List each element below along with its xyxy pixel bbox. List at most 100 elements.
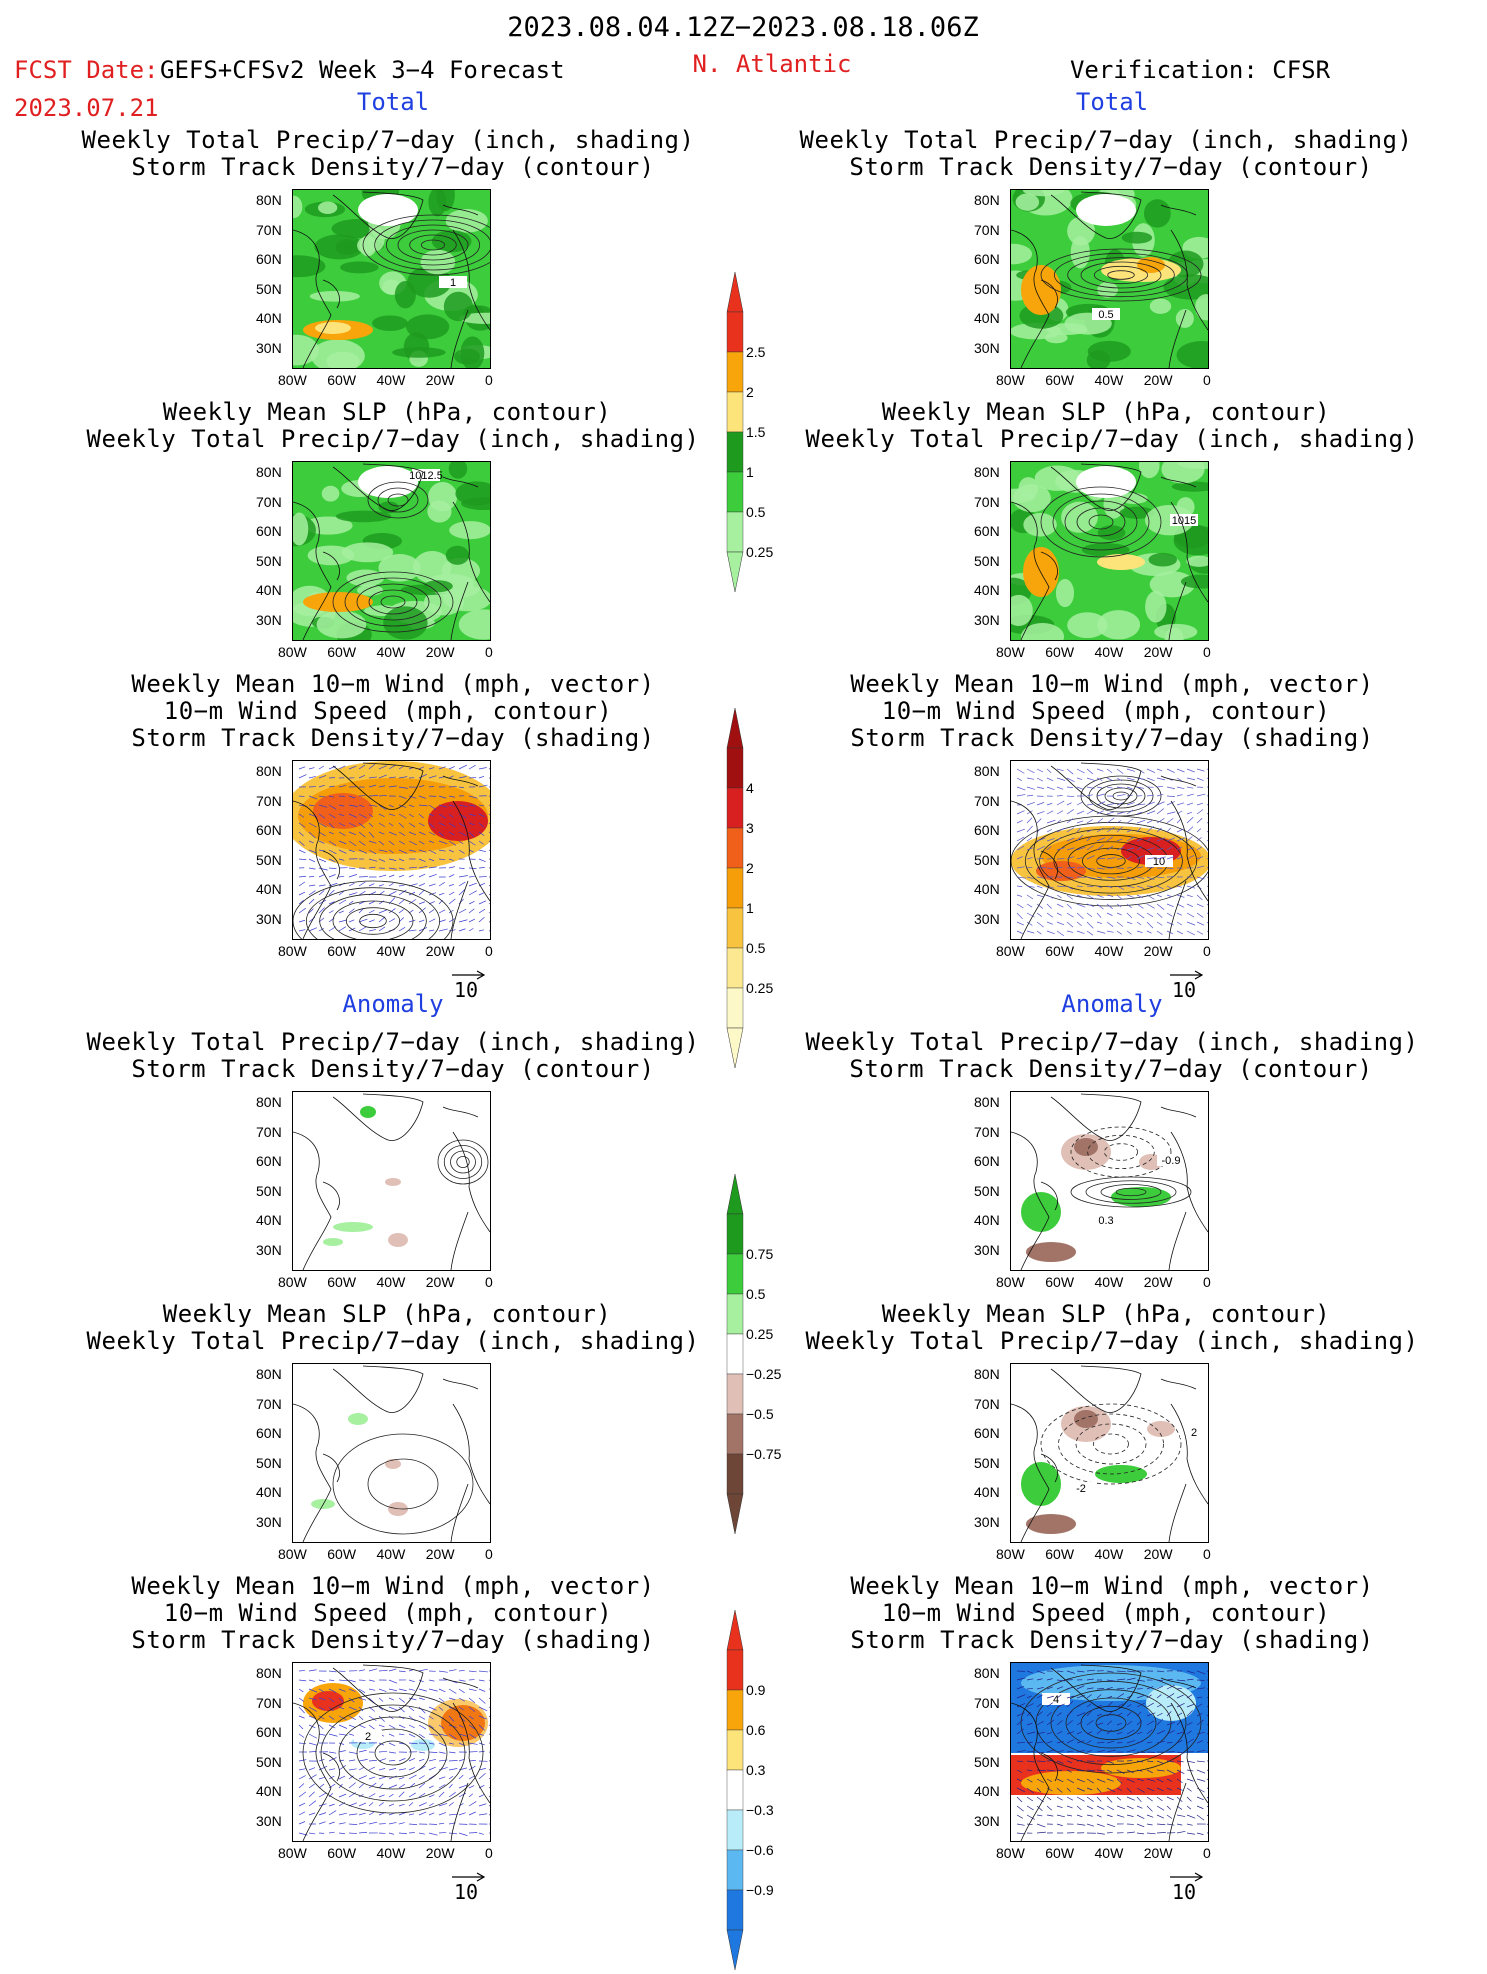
lat-tick-label: 80N: [974, 764, 1000, 778]
map-panel-verification-total-precip-storm-track: 0.5: [1010, 189, 1209, 369]
colorbar-swatch: [727, 1770, 743, 1810]
lat-tick-label: 30N: [974, 1814, 1000, 1828]
lat-tick-label: 60N: [256, 524, 282, 538]
lon-tick-label: 60W: [1045, 1547, 1074, 1561]
contour-label: 1012.5: [409, 470, 443, 482]
lat-tick-label: 70N: [974, 223, 1000, 237]
lon-tick-label: 20W: [1144, 373, 1173, 387]
map-panel-verification-total-wind-track: 10: [1010, 760, 1209, 940]
map-panel-verification-anomaly-wind-track: 4: [1010, 1662, 1209, 1842]
colorbar-swatch: [727, 1294, 743, 1334]
colorbar-label: −0.5: [746, 1407, 774, 1421]
lon-tick-label: 40W: [1095, 645, 1124, 659]
lat-tick-label: 40N: [974, 1485, 1000, 1499]
lon-tick-label: 20W: [426, 645, 455, 659]
lon-tick-label: 80W: [278, 1547, 307, 1561]
panel-title-line: Weekly Total Precip/7−day (inch, shading…: [82, 128, 695, 152]
lat-tick-label: 40N: [256, 882, 282, 896]
lat-tick-label: 50N: [256, 853, 282, 867]
lat-tick-label: 70N: [256, 1397, 282, 1411]
lat-tick-label: 40N: [974, 1213, 1000, 1227]
lon-tick-label: 20W: [1144, 1547, 1173, 1561]
colorbar-swatch: [727, 748, 743, 788]
lon-tick-label: 0: [485, 1846, 493, 1860]
lat-tick-label: 30N: [256, 1515, 282, 1529]
lat-tick-label: 70N: [256, 223, 282, 237]
panel-title-line: Storm Track Density/7−day (contour): [849, 1057, 1372, 1081]
lon-tick-label: 0: [1203, 1547, 1211, 1561]
lon-tick-label: 80W: [996, 1275, 1025, 1289]
lon-tick-label: 60W: [327, 645, 356, 659]
lat-tick-label: 80N: [256, 1666, 282, 1680]
lat-tick-label: 70N: [256, 1696, 282, 1710]
lon-tick-label: 80W: [278, 1846, 307, 1860]
colorbar-precip_total: [726, 272, 744, 596]
section-anomaly-right: Anomaly: [1061, 992, 1162, 1016]
lat-tick-label: 60N: [256, 1426, 282, 1440]
lat-tick-label: 30N: [974, 912, 1000, 926]
colorbar-label: 0.5: [746, 505, 765, 519]
section-total-left: Total: [357, 90, 429, 114]
lon-tick-label: 20W: [426, 1275, 455, 1289]
lat-tick-label: 50N: [974, 1184, 1000, 1198]
lon-tick-label: 0: [1203, 645, 1211, 659]
lat-tick-label: 70N: [974, 1696, 1000, 1710]
colorbar-label: 0.5: [746, 941, 765, 955]
lat-tick-label: 60N: [974, 524, 1000, 538]
lat-tick-label: 30N: [256, 613, 282, 627]
panel-title-line: 10−m Wind Speed (mph, contour): [164, 1601, 612, 1625]
vector-reference-label: 10: [1172, 1880, 1196, 1904]
lon-tick-label: 60W: [1045, 373, 1074, 387]
verification-label: Verification: CFSR: [1070, 58, 1330, 82]
lat-tick-label: 40N: [974, 1784, 1000, 1798]
lon-tick-label: 0: [485, 944, 493, 958]
panel-title-line: Weekly Total Precip/7−day (inch, shading…: [806, 1329, 1419, 1353]
lon-tick-label: 40W: [377, 1846, 406, 1860]
colorbar-swatch: [727, 512, 743, 552]
lat-tick-label: 30N: [256, 912, 282, 926]
panel-title-line: Storm Track Density/7−day (shading): [131, 1628, 654, 1652]
panel-title-line: Weekly Mean 10−m Wind (mph, vector): [131, 1574, 654, 1598]
lat-tick-label: 40N: [256, 583, 282, 597]
lon-tick-label: 60W: [327, 373, 356, 387]
lat-tick-label: 40N: [974, 882, 1000, 896]
lon-tick-label: 80W: [278, 944, 307, 958]
colorbar-track_total: [726, 708, 744, 1072]
colorbar-swatch: [727, 1650, 743, 1690]
lon-tick-label: 40W: [377, 1275, 406, 1289]
panel-title-line: Weekly Mean 10−m Wind (mph, vector): [850, 1574, 1373, 1598]
lon-tick-label: 0: [1203, 944, 1211, 958]
lat-tick-label: 40N: [974, 583, 1000, 597]
lat-tick-label: 80N: [974, 1367, 1000, 1381]
panel-title-line: Storm Track Density/7−day (contour): [849, 155, 1372, 179]
map-panel-forecast-total-wind-track: [292, 760, 491, 940]
panel-title-line: Storm Track Density/7−day (shading): [850, 726, 1373, 750]
colorbar-swatch: [727, 948, 743, 988]
lon-tick-label: 40W: [377, 373, 406, 387]
contour-label: 2: [365, 1731, 371, 1743]
panel-title-line: Weekly Mean 10−m Wind (mph, vector): [850, 672, 1373, 696]
map-panel-verification-total-slp-precip: 1015: [1010, 461, 1209, 641]
colorbar-swatch: [727, 1254, 743, 1294]
date-range-title: 2023.08.04.12Z−2023.08.18.06Z: [507, 14, 978, 41]
lat-tick-label: 60N: [256, 1154, 282, 1168]
colorbar-label: 2: [746, 385, 754, 399]
contour-label: -2: [1076, 1483, 1086, 1495]
lon-tick-label: 0: [1203, 1275, 1211, 1289]
panel-title-line: Storm Track Density/7−day (contour): [131, 155, 654, 179]
fcst-date-label: FCST Date:: [14, 58, 159, 82]
lon-tick-label: 40W: [1095, 944, 1124, 958]
lat-tick-label: 70N: [974, 495, 1000, 509]
panel-title-line: Weekly Total Precip/7−day (inch, shading…: [806, 427, 1419, 451]
lon-tick-label: 60W: [1045, 1846, 1074, 1860]
colorbar-label: −0.3: [746, 1803, 774, 1817]
colorbar-label: 0.3: [746, 1763, 765, 1777]
lat-tick-label: 60N: [974, 1725, 1000, 1739]
colorbar-label: −0.6: [746, 1843, 774, 1857]
colorbar-swatch: [727, 908, 743, 948]
colorbar-label: 1: [746, 465, 754, 479]
lat-tick-label: 80N: [256, 193, 282, 207]
panel-title-line: Weekly Mean 10−m Wind (mph, vector): [131, 672, 654, 696]
